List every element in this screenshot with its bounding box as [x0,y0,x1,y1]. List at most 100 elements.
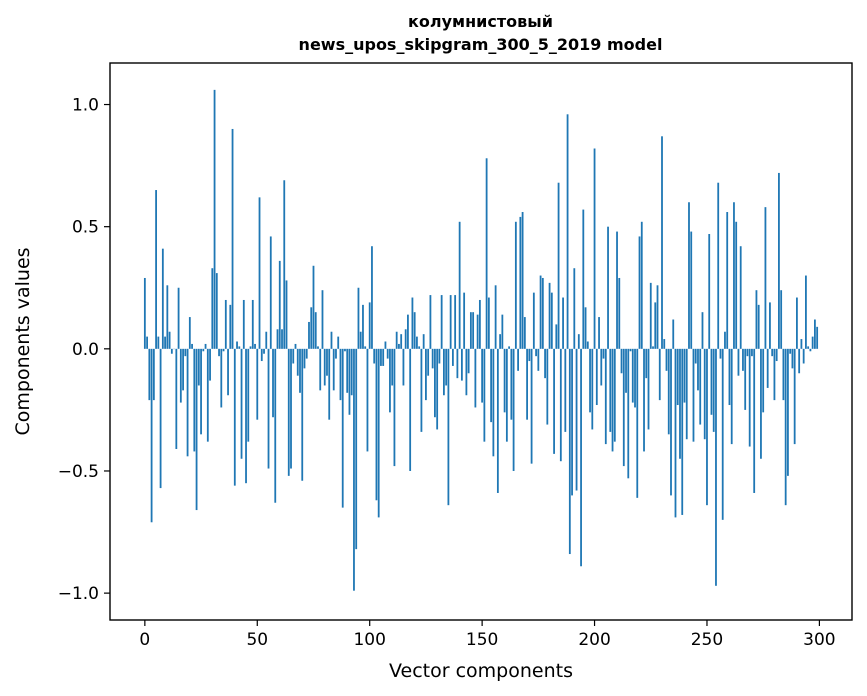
bar-233 [667,348,670,435]
bar-183 [555,324,558,349]
bar-53 [263,348,265,354]
bar-214 [625,348,627,393]
bar-158 [499,334,502,349]
bar-234 [670,348,672,496]
y-tick-label: 0.0 [72,340,99,360]
bar-293 [802,348,805,364]
plot-frame [109,62,853,621]
bar-154 [490,348,493,423]
bar-94 [355,348,358,550]
bar-198 [589,348,591,413]
bar-8 [161,248,164,349]
bar-120 [413,312,416,349]
bar-30 [211,268,214,349]
bar-174 [535,348,537,357]
bar-244 [692,348,695,442]
bar-269 [748,348,751,447]
bar-166 [517,348,519,371]
bar-157 [496,348,499,493]
bar-254 [715,348,717,586]
bar-129 [434,348,436,418]
bar-141 [460,348,463,381]
bar-79 [321,290,324,349]
bar-275 [762,348,765,413]
bar-175 [537,348,540,371]
bar-222 [643,348,645,452]
bar-108 [386,348,389,359]
bar-29 [209,348,211,381]
bar-281 [775,348,778,362]
bar-236 [674,348,677,518]
bar-147 [474,348,477,408]
bar-48 [251,299,254,349]
bar-131 [438,348,441,364]
bar-38 [229,304,232,349]
bar-57 [272,348,274,418]
bar-232 [665,348,668,371]
bar-248 [701,312,704,349]
bar-184 [557,182,560,349]
x-tick-label: 50 [246,630,268,650]
bar-116 [404,329,407,349]
bar-282 [778,172,780,349]
bar-20 [188,317,191,349]
bar-163 [510,348,513,420]
bar-96 [359,331,362,349]
bar-250 [706,348,708,506]
bar-36 [224,299,227,349]
chart-subtitle: news_upos_skipgram_300_5_2019 model [298,35,663,54]
bar-58 [274,348,277,503]
bar-258 [724,331,726,349]
x-tick-label: 300 [803,630,835,650]
bar-288 [791,348,794,369]
bar-192 [575,348,578,491]
bar-197 [586,341,589,349]
bar-295 [807,346,810,349]
bar-170 [526,348,528,420]
bar-144 [467,348,470,374]
bar-256 [719,348,722,359]
bar-297 [811,336,814,349]
bar-267 [744,348,747,410]
bar-215 [627,348,630,479]
bar-133 [443,348,445,396]
bar-128 [431,348,434,369]
bar-75 [312,265,315,349]
bar-178 [544,348,546,379]
bar-17 [182,348,184,391]
bar-200 [593,148,596,349]
bar-26 [202,348,205,352]
bar-216 [629,348,632,352]
bar-224 [647,348,650,430]
bar-284 [782,348,785,401]
bar-271 [753,348,756,493]
bar-229 [658,348,661,401]
bar-93 [353,348,355,591]
bar-202 [598,317,600,349]
bar-169 [523,317,526,349]
bar-241 [685,348,688,440]
bar-173 [532,292,535,349]
bar-101 [371,246,373,349]
bar-107 [384,341,387,349]
bar-40 [233,348,236,486]
bar-245 [694,348,697,364]
bar-257 [721,348,724,520]
bar-62 [283,180,286,349]
bar-217 [631,348,634,403]
bar-41 [236,341,238,349]
bar-68 [296,348,299,376]
bar-15 [177,287,180,349]
bar-285 [784,348,787,506]
bar-34 [220,348,223,408]
bar-242 [688,202,690,349]
bar-25 [200,348,202,435]
bar-291 [798,348,801,374]
bar-99 [366,348,369,452]
bar-111 [393,348,396,467]
bar-268 [746,348,749,357]
bar-273 [757,304,760,349]
bar-208 [611,348,614,452]
